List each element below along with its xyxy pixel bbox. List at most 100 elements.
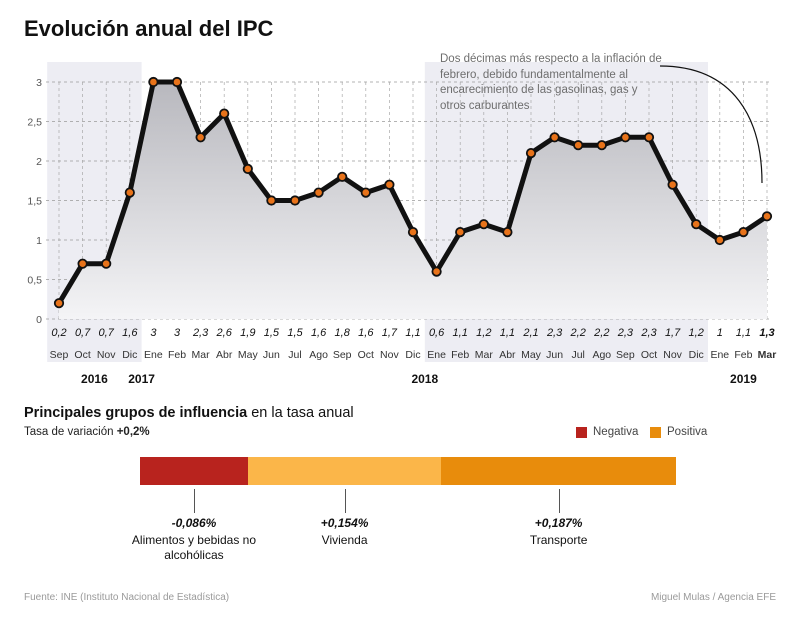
month-label: Jun	[546, 349, 563, 361]
month-label: Nov	[97, 349, 116, 361]
segment-tick	[558, 489, 560, 513]
legend-negativa: Negativa	[576, 426, 638, 438]
y-tick-label: 2,5	[27, 117, 42, 129]
data-point-marker	[738, 227, 749, 238]
data-point-marker	[455, 227, 466, 238]
value-label: 2,3	[640, 327, 657, 339]
month-label: Nov	[380, 349, 399, 361]
value-label: 0,2	[51, 327, 66, 339]
groups-heading: Principales grupos de influencia en la t…	[24, 405, 354, 421]
segment-label: Transporte	[529, 533, 588, 547]
month-label: May	[238, 349, 259, 361]
value-label: 1,1	[453, 327, 468, 339]
value-label: 1,9	[240, 327, 255, 339]
value-label: 1,2	[689, 327, 704, 339]
data-point-marker	[525, 148, 537, 159]
annotation-text: Dos décimas más respecto a la inflación …	[440, 53, 662, 112]
y-tick-label: 1	[36, 235, 42, 247]
value-label: 1,5	[264, 327, 280, 339]
data-point-marker	[77, 258, 88, 269]
month-label: Sep	[50, 349, 69, 361]
value-label: 0,7	[99, 327, 115, 339]
data-point-marker	[313, 187, 324, 198]
month-label: Oct	[358, 349, 374, 361]
month-label: Mar	[192, 349, 211, 361]
month-label: Jul	[288, 349, 301, 361]
value-label: 1,7	[665, 327, 681, 339]
month-label: Dic	[122, 349, 137, 361]
data-point-marker	[53, 298, 65, 309]
source-note: Fuente: INE (Instituto Nacional de Estad…	[24, 592, 230, 603]
y-tick-label: 0	[36, 314, 42, 326]
value-label: 1,6	[122, 327, 138, 339]
month-label: Ene	[144, 349, 163, 361]
month-label: Oct	[74, 349, 90, 361]
data-point-marker	[407, 227, 419, 238]
value-label: 1,6	[358, 327, 374, 339]
bar-segment	[247, 457, 442, 485]
value-label: 3	[174, 327, 181, 339]
data-point-marker	[219, 108, 230, 119]
value-label: 1,5	[287, 327, 303, 339]
ipc-line-chart: 0,2 0,7 0,7 1,6 3 3 2,3 2,6 1,9 1,5 1,5 1,6 1,8 1,6 1,…	[27, 62, 777, 386]
data-point-marker	[478, 219, 489, 230]
value-label: 2,3	[192, 327, 209, 339]
data-point-marker	[549, 132, 560, 143]
month-label: Feb	[168, 349, 186, 361]
data-point-marker	[573, 140, 584, 151]
data-point-marker	[714, 234, 725, 246]
legend-positiva: Positiva	[650, 426, 707, 438]
data-point-marker	[596, 140, 607, 151]
value-label: 2,2	[570, 327, 586, 339]
data-point-marker	[643, 132, 655, 143]
value-label: 1,6	[311, 327, 327, 339]
value-label: 3	[150, 327, 157, 339]
data-point-marker	[124, 187, 135, 198]
month-label: Mar	[475, 349, 494, 361]
segment-label: Vivienda	[321, 533, 368, 547]
value-label: 1,1	[405, 327, 420, 339]
chart-title: Evolución anual del IPC	[24, 16, 274, 41]
y-tick-label: 1,5	[27, 196, 42, 208]
month-label: Ago	[309, 349, 328, 361]
data-point-marker	[667, 179, 678, 190]
month-label: Sep	[333, 349, 352, 361]
value-label: 2,3	[546, 327, 563, 339]
month-label: Mar	[758, 349, 777, 361]
data-point-marker	[195, 132, 206, 143]
year-label: 2016	[81, 372, 108, 386]
data-point-marker	[620, 132, 631, 143]
value-label: 1,3	[759, 327, 774, 339]
month-label: Sep	[616, 349, 635, 361]
data-point-marker	[101, 258, 112, 269]
value-label: 1,1	[736, 327, 751, 339]
value-label: 1,8	[335, 327, 351, 339]
segment-label: Alimentos y bebidas no alcohólicas	[131, 533, 256, 562]
month-label: Nov	[663, 349, 682, 361]
month-label: Dic	[689, 349, 704, 361]
segment-value: +0,187%	[534, 516, 583, 530]
month-label: Ago	[592, 349, 611, 361]
variation-rate: Tasa de variación +0,2%	[24, 426, 150, 438]
month-label: Ene	[710, 349, 729, 361]
month-label: Abr	[499, 349, 516, 361]
month-label: Oct	[641, 349, 657, 361]
month-label: Feb	[734, 349, 752, 361]
month-label: May	[521, 349, 542, 361]
segment-tick	[193, 489, 195, 513]
data-point-marker	[384, 179, 395, 190]
value-label: 0,6	[429, 327, 445, 339]
month-label: Dic	[405, 349, 420, 361]
data-point-marker	[266, 195, 277, 206]
month-label: Ene	[427, 349, 446, 361]
month-label: Jun	[263, 349, 280, 361]
month-label: Feb	[451, 349, 469, 361]
data-point-marker	[360, 187, 371, 198]
value-label: 0,7	[75, 327, 91, 339]
data-point-marker	[761, 211, 773, 222]
year-label: 2018	[411, 372, 438, 386]
credit-note: Miguel Mulas / Agencia EFE	[650, 592, 776, 603]
data-point-marker	[502, 227, 513, 238]
value-label: 2,2	[593, 327, 609, 339]
legend-swatch-negativa	[576, 426, 587, 438]
